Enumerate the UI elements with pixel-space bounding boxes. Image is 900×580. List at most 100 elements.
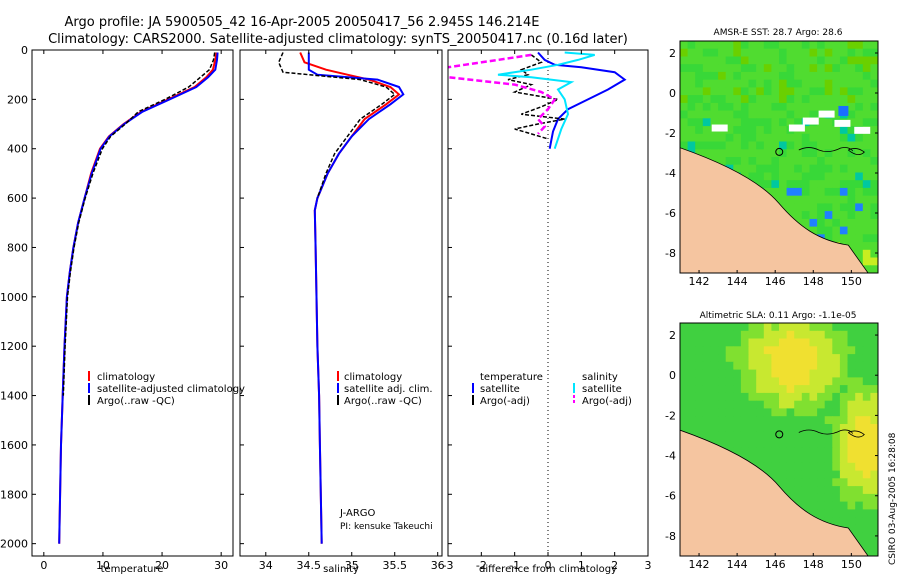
map-cell [817,203,826,212]
map-cell [839,369,848,378]
map-cell [832,408,841,417]
map-cell [695,149,704,158]
map-cell [740,71,749,81]
map-cell [702,416,711,425]
map-cell [725,71,734,81]
map-cell [771,447,780,456]
map-cell [824,416,833,425]
map-cell [771,338,780,347]
temperature-legend: climatology satellite-adjusted climatolo… [88,371,245,407]
x-tick-label: 0 [545,559,552,572]
map-cell [725,439,734,448]
map-cell [824,462,833,472]
map-cell [801,218,810,228]
map-cell [748,431,757,440]
map-cell [695,346,704,355]
map-cell [786,346,795,355]
map-cell [862,141,871,150]
map-cell [756,338,765,347]
map-cell [756,377,765,386]
map-cell [870,118,878,127]
map-cell [862,486,871,495]
map-cell [817,41,826,50]
map-cell [824,501,833,510]
y-tick-label: 200 [7,93,28,106]
map-cell [710,431,719,440]
map-cell [817,172,826,181]
map-cell [817,424,826,433]
map-cell [748,455,757,464]
map-cell [817,141,826,150]
map-cell [839,392,848,402]
map-cell [718,323,727,332]
map-cell [794,462,803,472]
map-cell [680,369,689,378]
legend-label-argo: Argo(..raw -QC) [97,396,175,407]
map-cell [809,478,818,487]
map-cell [779,416,788,425]
map-cell [801,323,810,332]
map-cell [786,431,795,440]
map-cell [824,424,833,433]
map-cell [824,377,833,386]
map-cell [870,187,878,197]
map-cell [779,400,788,409]
map-cell [817,126,826,135]
map-cell [862,242,871,251]
map-cell [695,79,704,88]
map-cell [756,354,765,363]
map-cell [832,41,841,50]
map-cell [824,517,833,526]
map-cell [809,385,818,394]
map-cell [687,361,696,371]
map-cell [801,493,810,503]
series-line-satellite-adjusted-climatology [58,52,219,544]
x-tick-label: 144 [727,558,748,571]
map-cell [756,361,765,371]
map-cell [832,439,841,448]
map-cell [801,462,810,472]
map-cell [817,400,826,409]
map-cell [817,64,826,73]
map-cell [839,323,848,332]
map-cell [680,330,689,340]
map-cell [710,48,719,57]
map-cell [809,369,818,378]
map-cell [771,431,780,440]
map-cell [710,330,719,340]
map-cell [855,195,864,204]
map-cell [824,149,833,158]
map-cell [817,439,826,448]
map-cell [870,447,878,456]
map-cell [870,462,878,472]
legend-label-sal-satellite: satellite [582,384,622,395]
difference-legend-temperature: temperature satellite Argo(-adj) [472,372,543,407]
map-cell [779,87,788,96]
map-cell [786,493,795,503]
map-cell [809,172,818,181]
map-cell [680,408,689,417]
map-cell [832,195,841,204]
map-cell [862,408,871,417]
map-cell [779,462,788,472]
map-cell [839,203,848,212]
map-cell [756,455,765,464]
map-cell [855,203,864,212]
map-cell [786,330,795,340]
map-cell [824,478,833,487]
map-cell [680,79,689,88]
map-cell [779,95,788,104]
map-cell [725,354,734,363]
map-cell [725,424,734,433]
map-cell [862,187,871,197]
map-cell [733,157,742,166]
map-cell [862,102,871,112]
map-cell [763,180,772,189]
map-cell [779,126,788,135]
map-cell [862,79,871,88]
map-cell [702,118,711,127]
map-cell [862,226,871,235]
y-tick-label: 600 [7,192,28,205]
map-cell [771,133,780,142]
map-cell [862,424,871,433]
